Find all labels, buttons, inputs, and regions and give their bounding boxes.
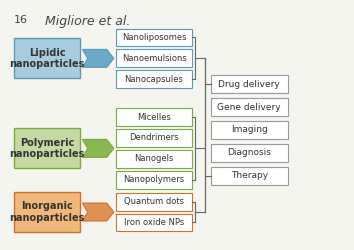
Text: Drug delivery: Drug delivery [218, 80, 280, 89]
Bar [116, 129, 192, 147]
Text: Quantum dots: Quantum dots [124, 197, 184, 206]
Polygon shape [82, 50, 114, 67]
Bar [116, 150, 192, 168]
Bar [14, 38, 80, 78]
Text: Imaging: Imaging [231, 126, 268, 134]
Bar [116, 214, 192, 232]
Text: Nanopolymers: Nanopolymers [124, 175, 184, 184]
Bar [116, 108, 192, 126]
Text: Polymeric
nanoparticles: Polymeric nanoparticles [9, 138, 85, 159]
Bar [14, 192, 80, 232]
Text: Nanoemulsions: Nanoemulsions [122, 54, 187, 63]
Bar [211, 75, 287, 93]
Text: Therapy: Therapy [231, 171, 268, 180]
Bar [116, 50, 192, 67]
Bar [116, 171, 192, 189]
Bar [211, 167, 287, 185]
Text: Diagnosis: Diagnosis [227, 148, 271, 157]
Polygon shape [82, 203, 114, 221]
Text: Gene delivery: Gene delivery [217, 102, 281, 112]
Bar [116, 70, 192, 88]
Text: Micelles: Micelles [137, 112, 171, 122]
Text: Iron oxide NPs: Iron oxide NPs [124, 218, 184, 227]
Text: Nanogels: Nanogels [135, 154, 174, 163]
Text: Inorganic
nanoparticles: Inorganic nanoparticles [9, 201, 85, 223]
Text: 16: 16 [14, 14, 28, 24]
Bar [14, 128, 80, 168]
Text: Dendrimers: Dendrimers [129, 134, 179, 142]
Text: Nanocapsules: Nanocapsules [125, 75, 183, 84]
Text: Nanoliposomes: Nanoliposomes [122, 33, 186, 42]
Text: Migliore et al.: Migliore et al. [45, 14, 131, 28]
Polygon shape [82, 140, 114, 157]
Text: Lipidic
nanoparticles: Lipidic nanoparticles [9, 48, 85, 69]
Bar [211, 121, 287, 139]
Bar [211, 98, 287, 116]
Bar [211, 144, 287, 162]
Bar [116, 192, 192, 210]
Bar [116, 28, 192, 46]
